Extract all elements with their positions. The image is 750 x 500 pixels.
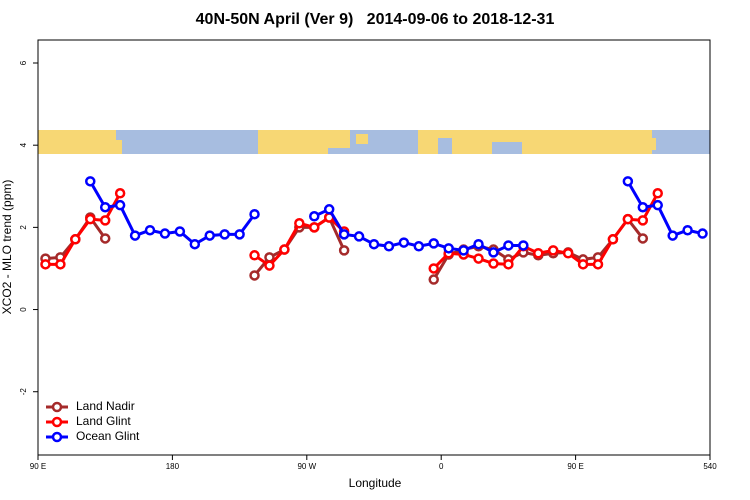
x-tick-label: 0 xyxy=(439,462,444,471)
point xyxy=(622,176,634,187)
legend-label: Land Nadir xyxy=(76,399,135,413)
point xyxy=(279,244,290,255)
point xyxy=(637,233,649,244)
point xyxy=(443,243,454,254)
point xyxy=(518,240,529,251)
point xyxy=(234,229,245,240)
point xyxy=(99,201,111,213)
point xyxy=(398,237,410,248)
y-tick-label: 4 xyxy=(19,142,28,147)
y-tick-label: 0 xyxy=(19,307,28,312)
point xyxy=(473,238,484,250)
point xyxy=(562,248,574,259)
x-tick-label: 180 xyxy=(166,462,180,471)
point xyxy=(85,213,96,225)
point xyxy=(129,230,141,241)
point xyxy=(114,199,126,211)
point xyxy=(637,201,649,213)
point xyxy=(338,245,350,256)
plot-frame xyxy=(37,39,711,456)
point xyxy=(383,241,395,252)
point xyxy=(353,231,365,242)
point xyxy=(458,245,469,256)
x-tick-label: 90 E xyxy=(567,462,583,471)
y-tick-label: -2 xyxy=(19,388,28,396)
point xyxy=(85,176,96,187)
point xyxy=(547,245,559,256)
point xyxy=(503,259,514,270)
point xyxy=(249,270,260,281)
point xyxy=(40,259,51,270)
point xyxy=(652,199,663,211)
point xyxy=(652,188,663,199)
point xyxy=(99,233,111,244)
point xyxy=(144,224,156,236)
point xyxy=(309,211,320,222)
point xyxy=(323,204,335,215)
point xyxy=(219,229,230,240)
point xyxy=(577,259,589,270)
point xyxy=(264,260,275,271)
legend-label: Land Glint xyxy=(76,414,131,428)
legend-marker xyxy=(51,416,63,428)
point xyxy=(637,215,649,226)
point xyxy=(488,247,499,258)
point xyxy=(70,234,81,245)
x-axis-label: Longitude xyxy=(349,476,402,490)
point xyxy=(99,215,111,226)
x-tick-label: 540 xyxy=(703,462,717,471)
point xyxy=(533,248,544,259)
point xyxy=(473,253,484,264)
legend-marker xyxy=(51,401,63,413)
point xyxy=(667,230,678,241)
legend-label: Ocean Glint xyxy=(76,429,140,443)
point xyxy=(159,228,171,239)
point xyxy=(189,238,201,250)
point xyxy=(114,188,126,199)
point xyxy=(503,240,514,251)
point xyxy=(294,218,305,229)
y-tick-label: 6 xyxy=(19,60,28,65)
point xyxy=(55,259,66,270)
point xyxy=(592,259,604,270)
point xyxy=(428,263,439,274)
point xyxy=(249,208,260,220)
point xyxy=(607,234,619,245)
chart-title: 40N-50N April (Ver 9) 2014-09-06 to 2018… xyxy=(196,11,555,28)
point xyxy=(309,222,320,233)
point xyxy=(428,238,439,249)
point xyxy=(413,241,425,252)
point xyxy=(488,258,499,269)
point xyxy=(204,230,215,241)
map-strip xyxy=(38,130,710,154)
point xyxy=(697,228,708,239)
point xyxy=(622,213,634,225)
point xyxy=(428,274,439,285)
point xyxy=(368,238,380,250)
point xyxy=(249,250,260,261)
y-tick-label: 2 xyxy=(19,225,28,230)
point xyxy=(264,252,275,263)
x-tick-label: 90 W xyxy=(297,462,316,471)
legend-marker xyxy=(51,431,63,443)
x-tick-label: 90 E xyxy=(30,462,46,471)
point xyxy=(174,226,186,237)
point xyxy=(338,229,350,240)
point xyxy=(682,224,693,236)
y-axis-label: XCO2 - MLO trend (ppm) xyxy=(0,180,14,315)
